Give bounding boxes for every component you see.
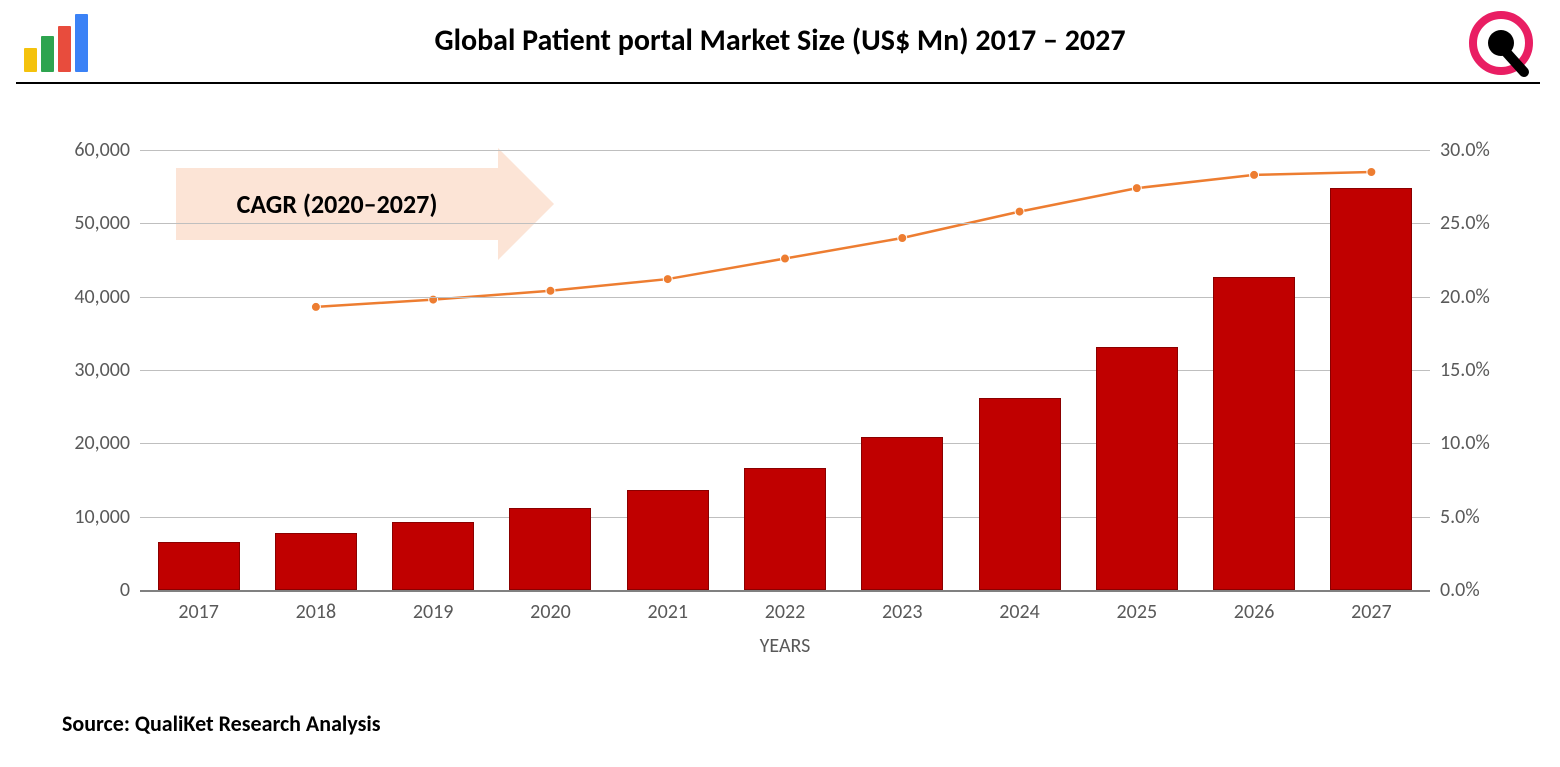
x-tick-label: 2025 [1117,600,1158,624]
x-tick-label: 2026 [1234,600,1275,624]
y2-tick-label: 10.0% [1440,431,1490,455]
x-tick-label: 2027 [1351,600,1392,624]
x-tick-label: 2019 [413,600,454,624]
y2-tick-label: 30.0% [1440,138,1490,162]
y2-tick-label: 0.0% [1440,578,1480,602]
source-label: Source: QualiKet Research Analysis [62,710,381,737]
qualiket-logo-icon [1466,8,1536,78]
x-tick-label: 2017 [178,600,219,624]
x-axis-title: YEARS [140,634,1430,658]
x-tick-label: 2018 [296,600,337,624]
x-tick-label: 2020 [530,600,571,624]
x-tick-label: 2022 [765,600,806,624]
chart: YEARS 010,00020,00030,00040,00050,00060,… [60,120,1500,680]
y2-tick-label: 5.0% [1440,505,1480,529]
x-tick-label: 2024 [999,600,1040,624]
y1-tick-label: 40,000 [50,285,130,309]
bar [1096,347,1178,590]
bar [275,533,357,590]
y2-tick-label: 15.0% [1440,358,1490,382]
y1-tick-label: 30,000 [50,358,130,382]
bar [509,508,591,590]
header: Global Patient portal Market Size (US$ M… [0,0,1560,86]
x-tick-label: 2023 [882,600,923,624]
y1-tick-label: 20,000 [50,431,130,455]
y2-tick-label: 20.0% [1440,285,1490,309]
bar [861,437,943,590]
y1-tick-label: 50,000 [50,211,130,235]
bar [744,468,826,590]
header-rule [16,82,1540,84]
bar [1213,277,1295,590]
y1-tick-label: 10,000 [50,505,130,529]
bar [627,490,709,590]
bar [1330,188,1412,590]
bar [392,522,474,590]
bar [979,398,1061,590]
x-tick-label: 2021 [647,600,688,624]
y1-tick-label: 60,000 [50,138,130,162]
y1-tick-label: 0 [50,578,130,602]
bar [158,542,240,590]
plot-area: YEARS 010,00020,00030,00040,00050,00060,… [140,150,1430,590]
y2-tick-label: 25.0% [1440,211,1490,235]
chart-title: Global Patient portal Market Size (US$ M… [0,22,1560,59]
